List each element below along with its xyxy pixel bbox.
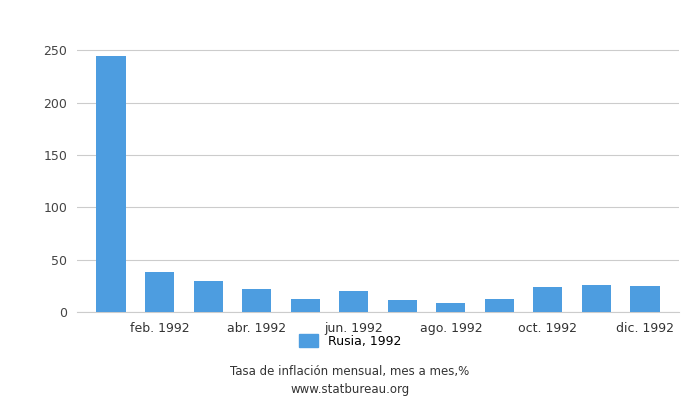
Bar [582,285,611,312]
Bar [631,286,659,312]
Bar [485,300,514,312]
Bar [340,291,368,312]
Bar [533,287,563,312]
Bar [436,302,466,312]
Text: Tasa de inflación mensual, mes a mes,%: Tasa de inflación mensual, mes a mes,% [230,365,470,378]
Bar [242,289,271,312]
Bar [97,56,125,312]
Bar [290,300,320,312]
Bar [388,300,416,312]
Legend: Rusia, 1992: Rusia, 1992 [299,334,401,348]
Bar [193,281,223,312]
Bar [145,272,174,312]
Text: www.statbureau.org: www.statbureau.org [290,383,410,396]
